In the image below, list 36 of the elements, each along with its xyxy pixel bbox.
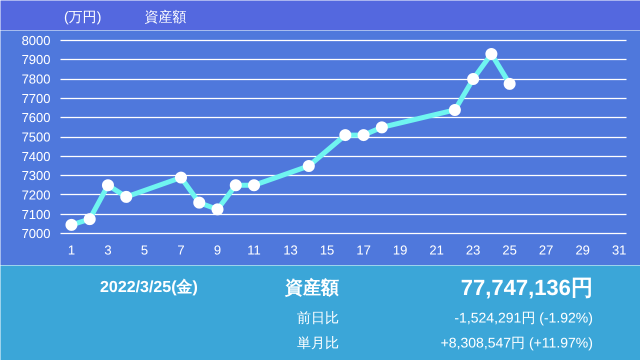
x-tick-label: 29	[575, 242, 590, 258]
x-tick-label: 21	[429, 242, 444, 258]
chart-title: 資産額	[144, 8, 187, 24]
text: 2022/3/25(金)	[100, 278, 198, 296]
x-tick-label: 3	[104, 242, 112, 258]
x-tick-label: 7	[177, 242, 185, 258]
y-axis-title: (万円)	[64, 8, 102, 24]
x-tick-label: 13	[283, 242, 298, 258]
y-tick-label: 7500	[22, 130, 50, 144]
x-tick-label: 23	[466, 242, 480, 258]
y-tick-label: 7800	[22, 72, 50, 87]
text: 単月比	[297, 334, 340, 350]
y-tick-label: 7300	[22, 168, 50, 184]
x-tick-label: 25	[502, 242, 517, 258]
y-tick-label: 8000	[22, 32, 50, 48]
x-tick-label: 17	[356, 242, 371, 258]
x-tick-label: 31	[612, 242, 626, 258]
x-tick-label: 9	[214, 242, 222, 258]
text: 資産額	[284, 278, 340, 298]
x-tick-label: 11	[247, 242, 261, 258]
x-tick-label: 5	[140, 242, 148, 258]
y-tick-label: 7000	[22, 226, 50, 242]
y-tick-label: 7200	[22, 187, 50, 202]
y-tick-label: 7900	[22, 52, 50, 68]
y-tick-label: 7100	[22, 206, 50, 222]
x-tick-label: 19	[392, 242, 408, 258]
text: -1,524,291円 (-1.92%)	[454, 310, 593, 326]
text: 前日比	[297, 310, 340, 326]
y-tick-label: 7700	[22, 90, 50, 106]
x-tick-label: 27	[538, 242, 554, 258]
y-tick-label: 7400	[22, 148, 50, 164]
x-tick-label: 15	[320, 242, 334, 258]
text: 77,747,136円	[460, 275, 593, 300]
x-tick-label: 1	[68, 242, 76, 258]
text: +8,308,547円 (+11.97%)	[440, 334, 593, 350]
y-tick-label: 7600	[22, 110, 50, 126]
